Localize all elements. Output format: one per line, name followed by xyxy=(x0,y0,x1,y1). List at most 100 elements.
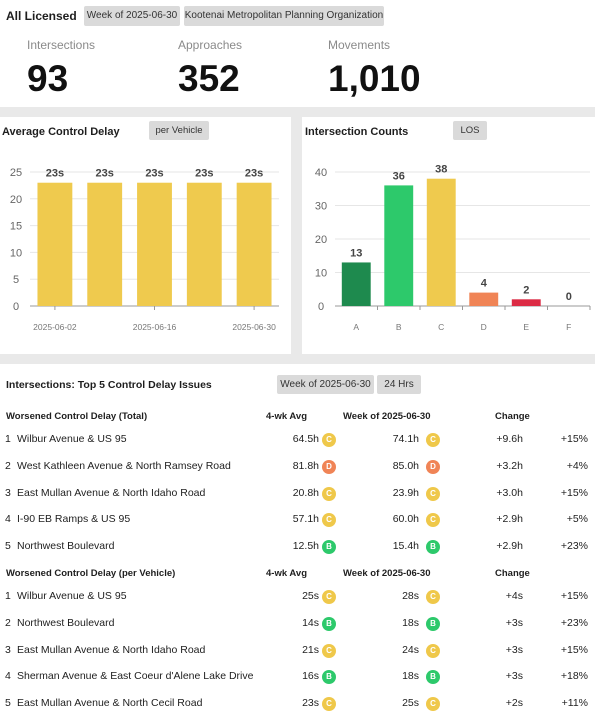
kpi-row: Intersections 93 Approaches 352 Movement… xyxy=(0,32,595,107)
row-4wk-avg: 16s xyxy=(302,670,319,683)
x-tick-label: 2025-06-16 xyxy=(133,322,177,332)
table-row[interactable]: 5 East Mullan Avenue & North Cecil Road 23… xyxy=(0,690,595,716)
row-intersection-name[interactable]: Northwest Boulevard xyxy=(17,540,115,553)
los-badge: C xyxy=(322,433,336,447)
column-header-change: Change xyxy=(495,568,530,579)
y-tick-label: 0 xyxy=(318,301,324,313)
row-intersection-name[interactable]: Wilbur Avenue & US 95 xyxy=(17,433,127,445)
kpi-movements-label: Movements xyxy=(328,38,391,52)
los-badge: B xyxy=(322,670,336,685)
row-change-percent: +18% xyxy=(560,670,588,683)
los-count-label: 13 xyxy=(350,247,362,259)
kpi-movements-value: 1,010 xyxy=(328,58,421,99)
issues-hours-chip[interactable]: 24 Hrs xyxy=(377,375,421,394)
row-intersection-name[interactable]: Sherman Avenue & East Coeur d'Alene Lake… xyxy=(17,670,254,683)
row-change-percent: +5% xyxy=(566,513,588,526)
delay-bar xyxy=(236,182,272,306)
row-week-value: 85.0h xyxy=(392,459,419,472)
y-tick-label: 10 xyxy=(315,268,327,280)
kpi-intersections-value: 93 xyxy=(27,58,69,99)
row-change-delta: +4s xyxy=(505,590,523,602)
organization-filter-chip[interactable]: Kootenai Metropolitan Planning Organizat… xyxy=(184,6,384,26)
row-week-value: 18s xyxy=(402,616,419,629)
table-row[interactable]: 4 Sherman Avenue & East Coeur d'Alene Lak… xyxy=(0,663,595,689)
per-vehicle-chip[interactable]: per Vehicle xyxy=(149,121,209,140)
row-4wk-avg: 25s xyxy=(302,590,319,602)
section-header-name: Worsened Control Delay (Total) xyxy=(6,411,148,422)
kpi-intersections-label: Intersections xyxy=(27,38,96,52)
los-chip[interactable]: LOS xyxy=(453,121,487,140)
row-rank: 4 xyxy=(5,513,11,526)
delay-data-label: 23s xyxy=(46,168,64,180)
table-row[interactable]: 3 East Mullan Avenue & North Idaho Road 21… xyxy=(0,637,595,663)
issues-title: Intersections: Top 5 Control Delay Issue… xyxy=(6,379,212,391)
row-week-value: 28s xyxy=(402,590,419,602)
x-tick-label: B xyxy=(396,322,402,332)
row-change-percent: +15% xyxy=(560,590,588,602)
delay-chart-title: Average Control Delay xyxy=(2,126,120,138)
row-rank: 1 xyxy=(5,433,11,445)
row-intersection-name[interactable]: East Mullan Avenue & North Idaho Road xyxy=(17,486,206,499)
table-row[interactable]: 4 I-90 EB Ramps & US 95 57.1h C 60.0h C +2.9h +… xyxy=(0,506,595,532)
row-change-percent: +11% xyxy=(561,697,588,710)
kpi-approaches-label: Approaches xyxy=(178,38,243,52)
row-change-delta: +2.9h xyxy=(496,540,523,553)
row-intersection-name[interactable]: East Mullan Avenue & North Idaho Road xyxy=(17,643,206,656)
y-tick-label: 15 xyxy=(10,221,22,233)
row-change-percent: +23% xyxy=(560,616,588,629)
x-tick-label: E xyxy=(523,322,529,332)
delay-data-label: 23s xyxy=(145,168,163,180)
row-intersection-name[interactable]: I-90 EB Ramps & US 95 xyxy=(17,513,131,526)
issues-card xyxy=(0,364,595,725)
row-change-delta: +3s xyxy=(505,616,523,629)
week-filter-chip[interactable]: Week of 2025-06-30 xyxy=(84,6,180,26)
y-tick-label: 10 xyxy=(10,247,22,259)
row-change-delta: +3.0h xyxy=(496,486,523,499)
row-intersection-name[interactable]: West Kathleen Avenue & North Ramsey Road xyxy=(17,459,231,472)
table-row[interactable]: 1 Wilbur Avenue & US 95 25s C 28s C +4s +15% xyxy=(0,583,595,609)
row-change-delta: +2.9h xyxy=(496,513,523,526)
los-badge: C xyxy=(426,643,440,658)
table-row[interactable]: 2 Northwest Boulevard 14s B 18s B +3s +23% xyxy=(0,610,595,636)
los-badge: C xyxy=(322,486,336,501)
column-header-week: Week of 2025-06-30 xyxy=(343,411,431,422)
delay-bar xyxy=(37,182,73,306)
table-row[interactable]: 2 West Kathleen Avenue & North Ramsey Roa… xyxy=(0,453,595,479)
table-row[interactable]: 1 Wilbur Avenue & US 95 64.5h C 74.1h C +9.6h +… xyxy=(0,426,595,452)
row-week-value: 24s xyxy=(402,643,419,656)
delay-data-label: 23s xyxy=(245,168,263,180)
row-intersection-name[interactable]: Northwest Boulevard xyxy=(17,616,115,629)
row-week-value: 74.1h xyxy=(392,433,419,445)
los-badge: C xyxy=(426,513,440,528)
table-row[interactable]: 3 East Mullan Avenue & North Idaho Road 20… xyxy=(0,480,595,506)
issues-week-chip[interactable]: Week of 2025-06-30 xyxy=(277,375,374,394)
delay-bar xyxy=(186,182,222,306)
row-intersection-name[interactable]: Wilbur Avenue & US 95 xyxy=(17,590,127,602)
row-rank: 3 xyxy=(5,486,11,499)
table-row[interactable]: 5 Northwest Boulevard 12.5h B 15.4h B +2.9h +23… xyxy=(0,533,595,559)
los-badge: C xyxy=(322,590,336,604)
row-rank: 1 xyxy=(5,590,11,602)
los-count-label: 2 xyxy=(523,284,529,296)
row-intersection-name[interactable]: East Mullan Avenue & North Cecil Road xyxy=(17,697,203,710)
row-rank: 3 xyxy=(5,643,11,656)
delay-data-label: 23s xyxy=(195,168,213,180)
los-count-bar xyxy=(384,185,414,306)
los-count-label: 36 xyxy=(393,170,405,182)
y-tick-label: 30 xyxy=(315,201,327,213)
row-4wk-avg: 81.8h xyxy=(292,459,319,472)
column-header-4wk-avg: 4-wk Avg xyxy=(266,568,308,579)
row-change-percent: +23% xyxy=(560,540,588,553)
los-count-label: 0 xyxy=(566,291,572,303)
row-rank: 5 xyxy=(5,697,11,710)
los-badge: B xyxy=(426,540,440,555)
delay-bar xyxy=(137,182,172,306)
y-tick-label: 20 xyxy=(10,194,22,206)
x-tick-label: A xyxy=(353,322,359,332)
column-header-change: Change xyxy=(495,411,530,422)
row-rank: 5 xyxy=(5,540,11,553)
x-tick-label: 2025-06-02 xyxy=(33,322,77,332)
y-tick-label: 25 xyxy=(10,167,22,179)
los-badge: B xyxy=(426,616,440,631)
x-tick-label: F xyxy=(566,322,571,332)
